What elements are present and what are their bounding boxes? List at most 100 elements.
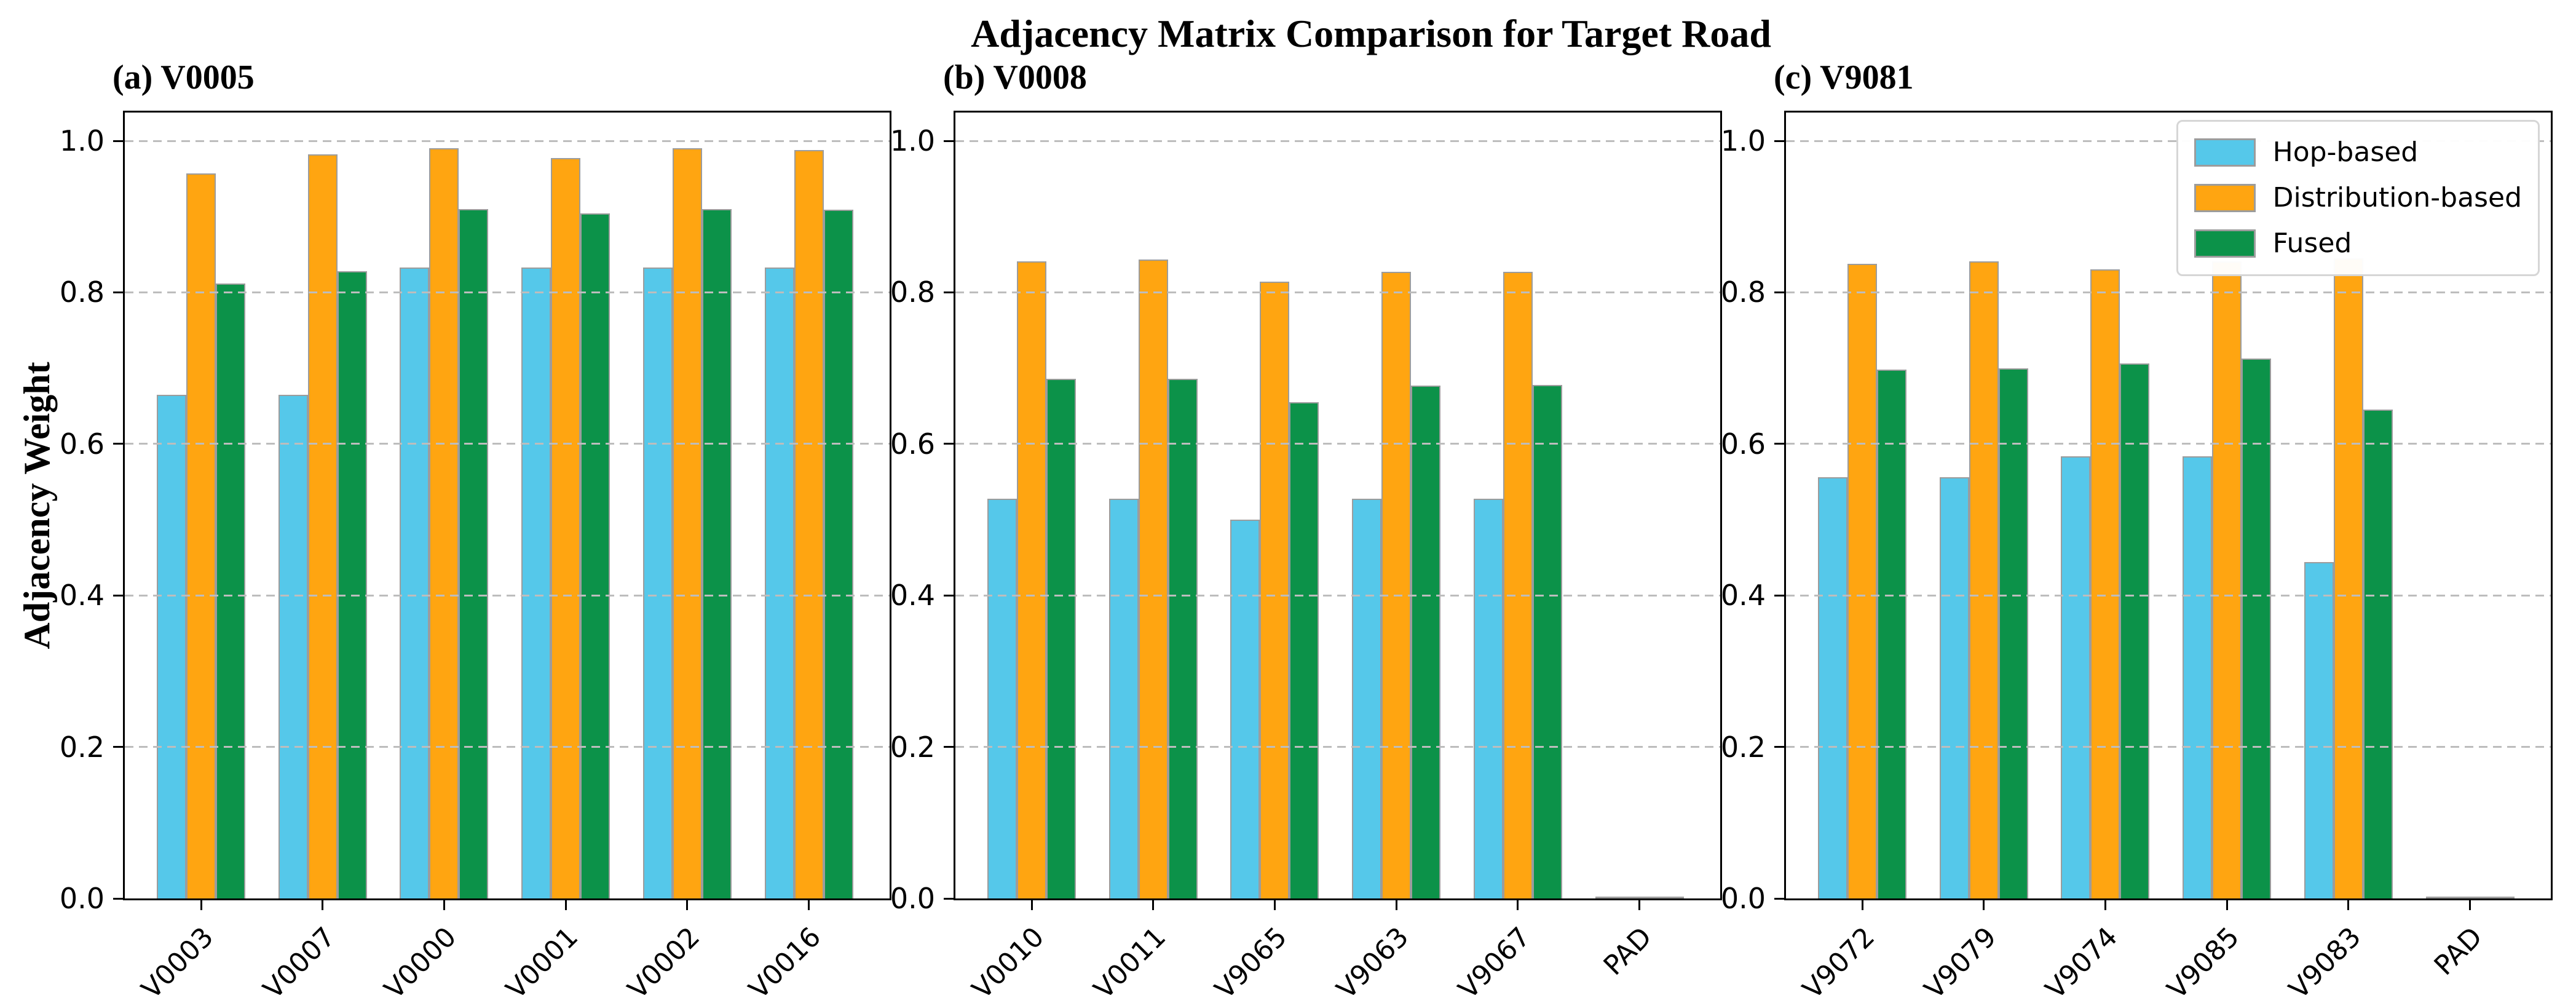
y-tick-label: 1.0 xyxy=(1720,124,1766,157)
bar-hop-based xyxy=(278,395,308,898)
x-tick xyxy=(2104,900,2106,910)
legend-item: Hop-based xyxy=(2194,135,2522,170)
y-tick-label: 0.6 xyxy=(1720,427,1766,461)
bar-hop-based xyxy=(521,268,551,898)
bar-hop-based xyxy=(1352,499,1382,898)
y-tick xyxy=(944,291,954,293)
bar-hop-based xyxy=(1108,499,1139,898)
gridline xyxy=(955,746,1720,748)
bar-hop-based xyxy=(1818,477,1847,898)
x-tick-label: V9079 xyxy=(1918,921,2002,995)
legend-label: Fused xyxy=(2272,228,2352,259)
y-tick-label: 0.2 xyxy=(890,730,935,764)
legend-swatch xyxy=(2194,138,2256,167)
gridline xyxy=(1786,291,2551,293)
x-tick xyxy=(1517,900,1519,910)
bar-fused xyxy=(1998,368,2028,898)
legend-item: Distribution-based xyxy=(2194,181,2522,215)
x-tick xyxy=(564,900,567,910)
gridline xyxy=(955,291,1720,293)
y-tick xyxy=(113,594,123,597)
gridline xyxy=(125,140,890,142)
axes-panel-c: Hop-based Distribution-based Fused xyxy=(1784,111,2553,900)
x-tick-label: V0003 xyxy=(135,921,220,995)
y-tick-label: 1.0 xyxy=(59,124,105,157)
x-tick xyxy=(2226,900,2228,910)
bar-fused xyxy=(1877,370,1906,898)
gridline xyxy=(955,594,1720,597)
y-tick xyxy=(113,746,123,748)
x-tick xyxy=(808,900,810,910)
gridline xyxy=(125,746,890,748)
bar-hop-based xyxy=(2183,456,2213,898)
bar-fused xyxy=(1532,385,1562,898)
gridline xyxy=(955,140,1720,142)
panel-title: (a) V0005 xyxy=(113,58,255,97)
y-tick xyxy=(1774,140,1784,142)
x-tick xyxy=(200,900,202,910)
x-tick-label: V0002 xyxy=(622,921,706,995)
x-tick-label: PAD xyxy=(2428,921,2489,982)
gridline xyxy=(125,291,890,293)
bar-distribution-based xyxy=(551,158,581,898)
figure-title: Adjacency Matrix Comparison for Target R… xyxy=(971,12,1771,55)
zero-bar xyxy=(2425,897,2515,898)
x-tick-label: V9067 xyxy=(1452,921,1536,995)
y-tick-label: 0.8 xyxy=(1720,276,1766,309)
y-tick-label: 0.8 xyxy=(59,276,105,309)
x-tick-label: V9065 xyxy=(1209,921,1294,995)
bar-hop-based xyxy=(2304,562,2334,898)
bar-hop-based xyxy=(400,268,430,898)
x-tick xyxy=(443,900,445,910)
y-tick-label: 0.4 xyxy=(1720,579,1766,612)
y-tick-label: 0.6 xyxy=(890,427,935,461)
y-tick-label: 1.0 xyxy=(890,124,935,157)
bar-fused xyxy=(216,283,245,898)
bar-fused xyxy=(1289,402,1319,898)
x-tick xyxy=(1861,900,1863,910)
bar-distribution-based xyxy=(794,150,824,898)
bar-hop-based xyxy=(1939,477,1969,898)
legend-swatch xyxy=(2194,229,2256,258)
bar-hop-based xyxy=(642,268,673,898)
bar-distribution-based xyxy=(1381,272,1412,898)
bar-fused xyxy=(1411,386,1441,898)
y-tick-label: 0.0 xyxy=(1720,882,1766,915)
bar-fused xyxy=(1167,379,1198,898)
y-tick-label: 0.0 xyxy=(59,882,105,915)
gridline xyxy=(1786,140,2551,142)
bar-fused xyxy=(2120,363,2150,898)
x-tick xyxy=(1395,900,1397,910)
legend-item: Fused xyxy=(2194,226,2522,261)
bar-distribution-based xyxy=(1260,282,1290,898)
bar-distribution-based xyxy=(307,154,338,898)
x-tick xyxy=(1273,900,1276,910)
bar-fused xyxy=(1046,379,1076,898)
x-tick-label: V0007 xyxy=(257,921,341,995)
gridline xyxy=(1786,594,2551,597)
zero-bar xyxy=(1595,897,1684,898)
x-tick xyxy=(686,900,689,910)
bar-hop-based xyxy=(1230,520,1260,898)
y-tick-label: 0.6 xyxy=(59,427,105,461)
x-tick xyxy=(2347,900,2350,910)
legend: Hop-based Distribution-based Fused xyxy=(2176,120,2540,276)
bar-distribution-based xyxy=(1847,264,1877,898)
bar-fused xyxy=(337,271,367,898)
x-tick-label: V0010 xyxy=(966,921,1051,995)
legend-swatch xyxy=(2194,184,2256,212)
x-tick-label: V9072 xyxy=(1796,921,1881,995)
y-tick xyxy=(944,897,954,900)
y-tick-label: 0.0 xyxy=(890,882,935,915)
y-tick-label: 0.8 xyxy=(890,276,935,309)
y-tick xyxy=(944,746,954,748)
y-tick-label: 0.2 xyxy=(1720,730,1766,764)
panel-title: (c) V9081 xyxy=(1774,58,1914,97)
bar-fused xyxy=(2363,410,2393,898)
bar-distribution-based xyxy=(1503,272,1533,898)
x-tick-label: V0016 xyxy=(743,921,828,995)
y-tick xyxy=(1774,746,1784,748)
bar-fused xyxy=(459,209,489,898)
y-tick xyxy=(1774,291,1784,293)
bar-distribution-based xyxy=(429,148,459,898)
